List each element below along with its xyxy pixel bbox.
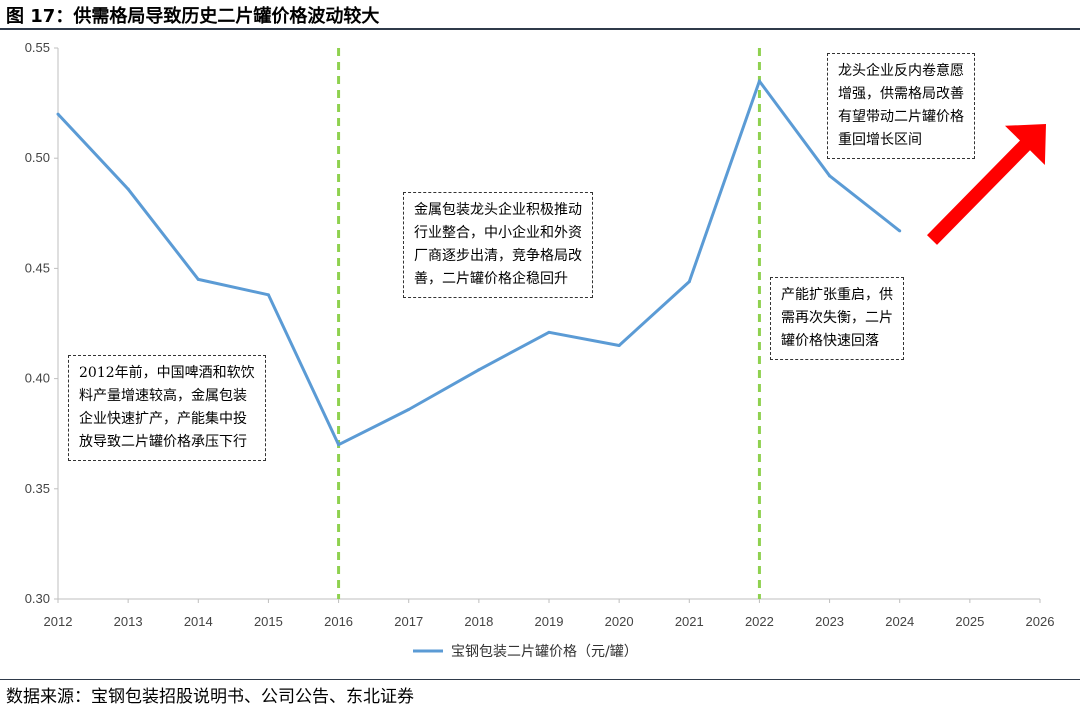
- y-tick-label: 0.45: [25, 260, 50, 275]
- annotation-box-outlook: 龙头企业反内卷意愿 增强，供需格局改善 有望带动二片罐价格 重回增长区间: [827, 53, 975, 159]
- annotation-box-pre-2012: 2012年前，中国啤酒和软饮 料产量增速较高，金属包装 企业快速扩产，产能集中投 放导…: [68, 355, 266, 461]
- annotation-line: 企业快速扩产，产能集中投: [79, 411, 247, 427]
- annotation-line: 厂商逐步出清，竞争格局改: [414, 248, 582, 264]
- y-tick-label: 0.40: [25, 371, 50, 386]
- axes: 0.30 0.35 0.40 0.45 0.50 0.55 2012 2013 2014 2015…: [25, 40, 1055, 629]
- y-tick-label: 0.50: [25, 150, 50, 165]
- x-tick-label: 2026: [1026, 614, 1055, 629]
- x-tick-label: 2021: [675, 614, 704, 629]
- data-point: [617, 344, 621, 348]
- figure-title: 图 17：供需格局导致历史二片罐价格波动较大: [6, 6, 380, 27]
- data-point: [547, 330, 551, 334]
- trend-arrow: [927, 124, 1046, 245]
- x-tick-label: 2016: [324, 614, 353, 629]
- legend: 宝钢包装二片罐价格（元/罐）: [413, 644, 638, 660]
- data-point: [266, 293, 270, 297]
- legend-label: 宝钢包装二片罐价格（元/罐）: [451, 644, 638, 660]
- annotation-line: 有望带动二片罐价格: [838, 109, 964, 125]
- data-point: [687, 280, 691, 284]
- annotation-box-2016-2021: 金属包装龙头企业积极推动 行业整合，中小企业和外资 厂商逐步出清，竞争格局改 善，二片…: [403, 192, 593, 298]
- annotation-box-2022-2024: 产能扩张重启，供 需再次失衡，二片 罐价格快速回落: [770, 277, 904, 360]
- data-point: [828, 174, 832, 178]
- data-point: [337, 443, 341, 447]
- x-tick-label: 2024: [885, 614, 914, 629]
- source-note: 数据来源：宝钢包装招股说明书、公司公告、东北证券: [6, 687, 414, 707]
- x-tick-label: 2014: [184, 614, 213, 629]
- annotation-line: 善，二片罐价格企稳回升: [414, 271, 568, 287]
- x-tick-label: 2023: [815, 614, 844, 629]
- bottom-rule: [0, 679, 1080, 680]
- top-rule: [0, 28, 1080, 30]
- series-layer: [56, 79, 902, 447]
- x-tick-label: 2013: [114, 614, 143, 629]
- data-point: [126, 187, 130, 191]
- annotation-line: 需再次失衡，二片: [781, 310, 893, 326]
- trend-arrow-shape: [927, 124, 1046, 245]
- y-tick-label: 0.30: [25, 591, 50, 606]
- annotation-line: 罐价格快速回落: [781, 333, 879, 349]
- x-tick-label: 2020: [605, 614, 634, 629]
- vertical-markers: [337, 48, 761, 599]
- annotation-line: 重回增长区间: [838, 132, 922, 148]
- x-tick-label: 2019: [535, 614, 564, 629]
- annotation-line: 产能扩张重启，供: [781, 287, 893, 303]
- annotation-line: 2012年前，中国啤酒和软饮: [79, 365, 255, 381]
- data-point: [196, 277, 200, 281]
- annotation-line: 行业整合，中小企业和外资: [414, 225, 582, 241]
- data-point: [898, 229, 902, 233]
- data-point: [757, 79, 761, 83]
- data-point: [407, 407, 411, 411]
- annotation-line: 放导致二片罐价格承压下行: [79, 434, 247, 450]
- x-tick-label: 2022: [745, 614, 774, 629]
- data-point: [477, 368, 481, 372]
- x-tick-label: 2025: [955, 614, 984, 629]
- annotation-line: 金属包装龙头企业积极推动: [414, 202, 582, 218]
- y-tick-label: 0.55: [25, 40, 50, 55]
- annotation-line: 增强，供需格局改善: [838, 86, 964, 102]
- annotation-line: 龙头企业反内卷意愿: [838, 63, 964, 79]
- x-tick-label: 2015: [254, 614, 283, 629]
- annotation-line: 料产量增速较高，金属包装: [79, 388, 247, 404]
- data-point: [56, 112, 60, 116]
- x-tick-label: 2017: [394, 614, 423, 629]
- x-tick-label: 2012: [44, 614, 73, 629]
- y-tick-label: 0.35: [25, 481, 50, 496]
- x-tick-label: 2018: [464, 614, 493, 629]
